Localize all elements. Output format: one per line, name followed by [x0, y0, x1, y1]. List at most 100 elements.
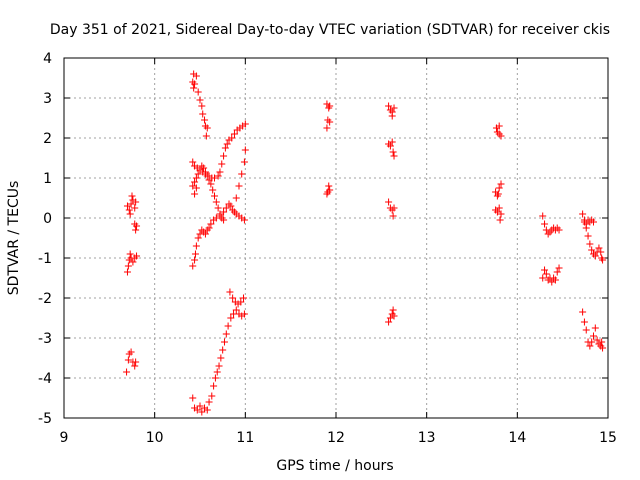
data-point-marker	[494, 190, 502, 198]
data-point-marker	[196, 96, 204, 104]
data-point-marker	[193, 406, 201, 414]
x-tick-label: 10	[146, 430, 164, 446]
data-point-marker	[385, 198, 393, 206]
data-point-marker	[191, 80, 199, 88]
data-point-marker	[212, 198, 220, 206]
data-point-marker	[220, 152, 228, 160]
data-point-marker	[126, 250, 134, 258]
data-point-marker	[212, 214, 220, 222]
data-point-marker	[551, 276, 559, 284]
data-point-marker	[189, 262, 197, 270]
data-point-marker	[390, 312, 398, 320]
data-point-marker	[198, 408, 206, 416]
data-point-marker	[221, 144, 229, 152]
y-tick-label: -4	[38, 371, 52, 387]
data-point-marker	[589, 218, 597, 226]
data-point-marker	[541, 266, 549, 274]
data-point-marker	[241, 120, 249, 128]
data-point-marker	[497, 210, 505, 218]
data-point-marker	[586, 342, 594, 350]
data-point-marker	[191, 256, 199, 264]
data-point-marker	[205, 398, 213, 406]
data-point-marker	[555, 226, 563, 234]
data-point-marker	[232, 306, 240, 314]
data-point-marker	[124, 262, 132, 270]
data-point-marker	[240, 294, 248, 302]
data-point-marker	[222, 204, 230, 212]
data-point-marker	[196, 166, 204, 174]
data-point-marker	[192, 72, 200, 80]
data-point-marker	[385, 102, 393, 110]
data-point-marker	[191, 190, 199, 198]
data-point-marker	[386, 314, 394, 322]
data-point-marker	[495, 184, 503, 192]
data-point-marker	[132, 226, 140, 234]
data-point-marker	[390, 204, 398, 212]
data-point-marker	[226, 288, 234, 296]
data-point-marker	[495, 130, 503, 138]
data-point-marker	[241, 146, 249, 154]
y-tick-label: -5	[38, 411, 52, 427]
data-point-marker	[230, 130, 238, 138]
data-point-marker	[190, 84, 198, 92]
data-point-marker	[192, 174, 200, 182]
data-point-marker	[597, 248, 605, 256]
chart-title: Day 351 of 2021, Sidereal Day-to-day VTE…	[50, 22, 610, 38]
y-axis-label: SDTVAR / TECUs	[6, 181, 22, 296]
y-tick-label: 2	[43, 131, 52, 147]
y-tick-label: -3	[38, 331, 52, 347]
data-points	[123, 70, 607, 416]
data-point-marker	[208, 392, 216, 400]
data-point-marker	[389, 212, 397, 220]
data-point-marker	[598, 338, 606, 346]
data-point-marker	[223, 140, 231, 148]
data-point-marker	[593, 336, 601, 344]
data-point-marker	[214, 172, 222, 180]
x-tick-label: 14	[508, 430, 526, 446]
data-point-marker	[220, 338, 228, 346]
data-point-marker	[216, 168, 224, 176]
x-tick-label: 12	[327, 430, 345, 446]
data-point-marker	[222, 330, 230, 338]
data-point-marker	[123, 202, 131, 210]
grid-lines	[64, 58, 608, 418]
data-point-marker	[209, 186, 217, 194]
data-point-marker	[495, 204, 503, 212]
data-point-marker	[582, 326, 590, 334]
data-point-marker	[201, 116, 209, 124]
data-point-marker	[198, 102, 206, 110]
data-point-marker	[203, 124, 211, 132]
data-point-marker	[124, 356, 132, 364]
data-point-marker	[385, 318, 393, 326]
data-point-marker	[123, 368, 131, 376]
data-point-marker	[192, 184, 200, 192]
data-point-marker	[194, 234, 202, 242]
data-point-marker	[202, 132, 210, 140]
data-point-marker	[211, 174, 219, 182]
data-point-marker	[211, 374, 219, 382]
data-point-marker	[220, 208, 228, 216]
x-tick-label: 13	[418, 430, 436, 446]
data-point-marker	[542, 270, 550, 278]
data-point-marker	[495, 122, 503, 130]
data-point-marker	[207, 220, 215, 228]
data-point-marker	[539, 274, 547, 282]
data-point-marker	[128, 192, 136, 200]
data-point-marker	[539, 212, 547, 220]
data-point-marker	[191, 250, 199, 258]
data-point-marker	[325, 182, 333, 190]
data-point-marker	[599, 344, 607, 352]
data-point-marker	[390, 152, 398, 160]
x-tick-label: 11	[236, 430, 254, 446]
data-point-marker	[548, 278, 556, 286]
data-point-marker	[131, 362, 139, 370]
y-tick-label: 3	[43, 91, 52, 107]
data-point-marker	[232, 194, 240, 202]
data-point-marker	[127, 200, 135, 208]
data-point-marker	[132, 198, 140, 206]
data-point-marker	[215, 362, 223, 370]
data-point-marker	[493, 208, 501, 216]
data-point-marker	[579, 210, 587, 218]
axis-ticks	[63, 57, 609, 419]
data-point-marker	[541, 220, 549, 228]
